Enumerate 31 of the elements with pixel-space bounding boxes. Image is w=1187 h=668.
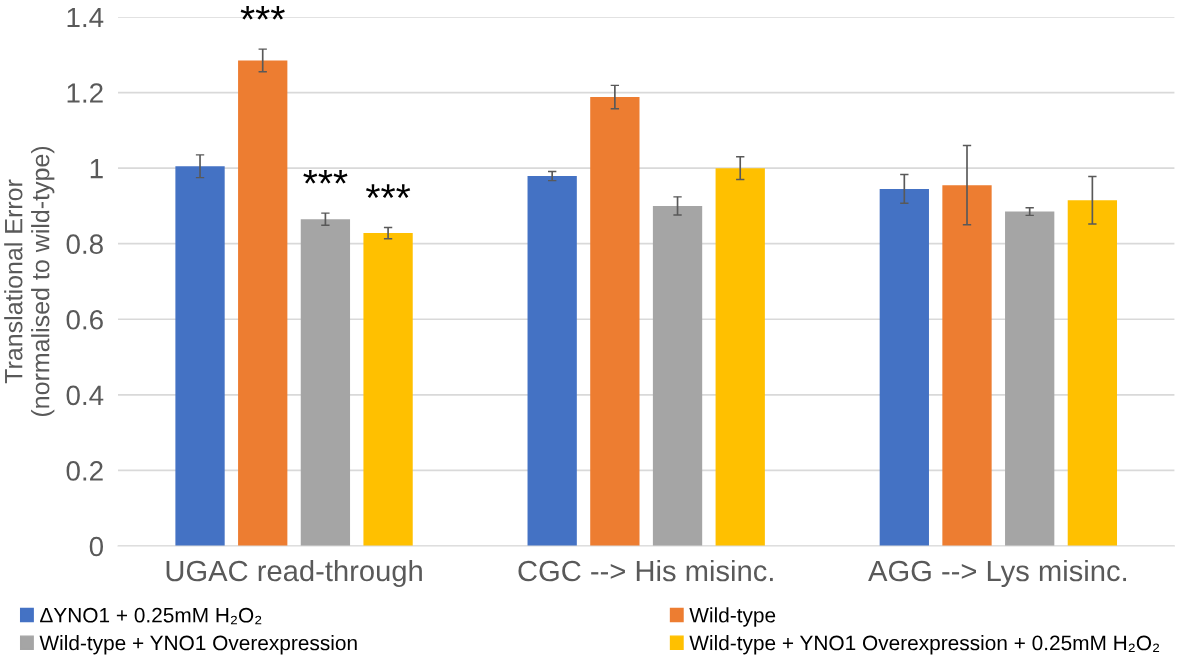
x-tick-label: UGAC read-through: [166, 559, 422, 588]
bar: [942, 185, 992, 547]
annotation: ***: [303, 169, 348, 184]
y-tick-label: 0.4: [66, 385, 104, 406]
bar: [590, 97, 640, 547]
bar: [1067, 200, 1118, 547]
bar: [238, 60, 288, 547]
bar: [1005, 211, 1055, 547]
bar: [300, 219, 351, 547]
bar: [652, 205, 703, 547]
y-tick-label: 0.2: [66, 461, 103, 481]
bar: [175, 166, 225, 547]
y-tick-label: 1: [90, 159, 103, 179]
y-tick-label: 0.6: [66, 309, 103, 330]
bar: [715, 168, 765, 547]
bar: [363, 233, 413, 547]
legend-label: Wild-type + YNO1 Overexpression + 0.25mM H₂O₂: [689, 635, 1160, 655]
y-tick-label: 1.4: [67, 7, 104, 28]
annotation: ***: [366, 184, 411, 198]
y-tick-label: 0.8: [66, 234, 103, 255]
y-axis-title: Translational Error (normalised to wild-type): [4, 146, 55, 417]
bar: [879, 188, 929, 547]
x-tick-label: CGC --> His misinc.: [518, 559, 773, 582]
legend-label: Wild-type: [689, 607, 776, 627]
legend-label: ΔYNO1 + 0.25mM H₂O₂: [40, 607, 262, 625]
y-tick-label: 1.2: [67, 83, 103, 103]
annotation: ***: [240, 5, 285, 20]
x-tick-label: AGG --> Lys misinc.: [868, 559, 1127, 588]
legend-label: Wild-type + YNO1 Overexpression: [39, 635, 357, 655]
bar: [527, 176, 577, 547]
y-tick-label: 0: [89, 536, 104, 557]
